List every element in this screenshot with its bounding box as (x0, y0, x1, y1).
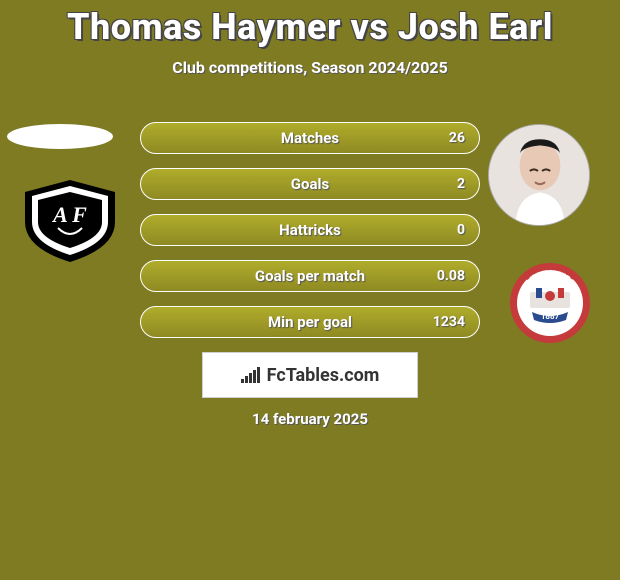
stat-label: Goals per match (141, 261, 479, 291)
stat-row: Goals2 (140, 168, 480, 200)
player2-club-crest: BARNSLEY FC 1887 (500, 260, 600, 346)
stat-label: Goals (141, 169, 479, 199)
stat-value: 26 (449, 123, 465, 153)
stat-row: Hattricks0 (140, 214, 480, 246)
page-subtitle: Club competitions, Season 2024/2025 (0, 58, 620, 77)
branding-label: FcTables.com (267, 365, 380, 386)
stat-value: 0.08 (437, 261, 465, 291)
stat-label: Hattricks (141, 215, 479, 245)
stat-value: 0 (457, 215, 465, 245)
stat-row: Min per goal1234 (140, 306, 480, 338)
svg-text:A F: A F (51, 202, 87, 227)
stat-row: Matches26 (140, 122, 480, 154)
stat-row: Goals per match0.08 (140, 260, 480, 292)
stat-value: 1234 (433, 307, 465, 337)
stat-label: Matches (141, 123, 479, 153)
crest-year: 1887 (541, 312, 560, 321)
branding-badge: FcTables.com (202, 352, 418, 398)
stat-label: Min per goal (141, 307, 479, 337)
bar-chart-icon (241, 367, 261, 383)
player1-photo-placeholder (7, 124, 113, 149)
player1-club-crest: A F (20, 178, 120, 264)
player2-photo (488, 124, 590, 226)
stat-value: 2 (457, 169, 465, 199)
stats-container: Matches26 Goals2 Hattricks0 Goals per match… (140, 122, 480, 352)
footer-date: 14 february 2025 (0, 410, 620, 428)
page-title: Thomas Haymer vs Josh Earl (0, 0, 620, 48)
